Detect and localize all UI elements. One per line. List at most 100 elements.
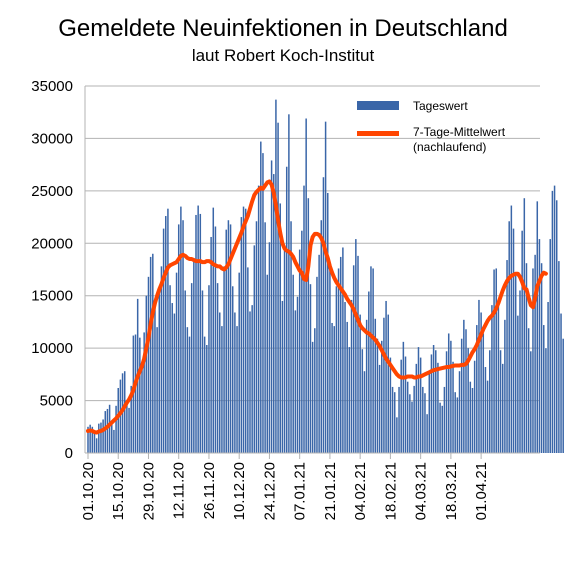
bar [223,266,225,453]
bar [128,407,130,453]
bar [91,426,94,453]
bar [441,405,443,453]
bar [156,327,158,453]
bar [376,338,379,453]
moving-average-line [86,179,548,435]
chart-subtitle: laut Robert Koch-Institut [192,46,375,65]
bar [426,414,428,453]
bar [452,361,454,453]
bar [270,160,273,453]
x-tick-label: 01.10.20 [80,462,97,520]
bar [186,327,189,453]
bar [307,198,310,453]
bar [264,222,266,453]
x-tick-label: 04.02.21 [352,462,369,520]
bar [482,333,485,453]
bar [378,364,381,453]
bar [203,336,206,453]
bar [206,345,208,453]
bar [555,200,558,453]
bar [553,185,556,454]
bar [549,239,551,453]
bar [532,268,534,453]
bar [499,350,502,453]
bar [495,268,497,453]
bar [348,347,351,453]
bar [296,296,299,453]
bar [87,426,89,453]
bar [216,283,219,453]
bar [469,381,472,453]
bar [244,208,247,453]
bar [234,312,236,453]
bar [212,207,215,453]
bar [141,361,143,453]
bar [545,348,547,453]
bar [456,397,459,453]
bar [130,385,132,453]
bar [318,254,320,453]
bar [113,429,115,453]
bar [225,229,227,453]
bar [305,118,307,453]
bar [368,291,370,453]
bar [201,290,204,453]
bar [117,387,119,453]
x-tick-label: 07.01.21 [292,462,309,520]
y-tick-label: 20000 [31,235,73,252]
bar [134,334,137,453]
bar [169,285,171,453]
bar [320,220,323,453]
bar [126,400,128,453]
y-tick-label: 10000 [31,340,73,357]
bar [177,224,180,453]
legend-label-line: 7-Tage-Mittelwert (nachlaufend) [413,125,506,154]
bar [508,221,510,453]
bar [357,255,359,453]
bar [188,336,191,453]
legend-label-bars: Tageswert [413,99,468,113]
bar [182,220,184,453]
bar [167,208,169,453]
bar [231,286,234,453]
bar [534,254,536,453]
bar [523,198,526,453]
bar [551,190,554,454]
bar [106,408,109,453]
bar [145,295,148,453]
bar [510,205,513,453]
bar [100,422,102,453]
axes [84,86,540,459]
bar [247,267,249,453]
bar [538,239,541,453]
bar [333,326,335,453]
bar [175,272,178,453]
bar [411,401,413,453]
bar [439,402,441,453]
legend-swatch-bars [357,101,399,110]
bar [402,341,405,453]
y-tick-label: 0 [65,445,73,462]
bar [350,299,353,453]
bar [251,305,253,453]
bar [102,419,104,453]
bar [173,313,176,453]
bar [512,228,515,453]
bar [372,268,374,453]
bar [493,269,495,453]
bar [303,185,305,454]
bar [560,313,562,453]
chart-title: Gemeldete Neuinfektionen in Deutschland [58,15,508,42]
bar [143,332,145,453]
bar [540,263,543,453]
bar [486,380,489,453]
y-tick-labels: 0 5000 10000 15000 20000 25000 30000 35000 [31,78,73,462]
bar [473,360,476,453]
bar [424,393,426,453]
bar [525,263,528,453]
x-tick-label: 26.11.20 [201,462,218,519]
bar [344,302,346,453]
x-tick-label: 29.10.20 [140,462,157,520]
bar [527,328,530,453]
bar [514,273,517,453]
